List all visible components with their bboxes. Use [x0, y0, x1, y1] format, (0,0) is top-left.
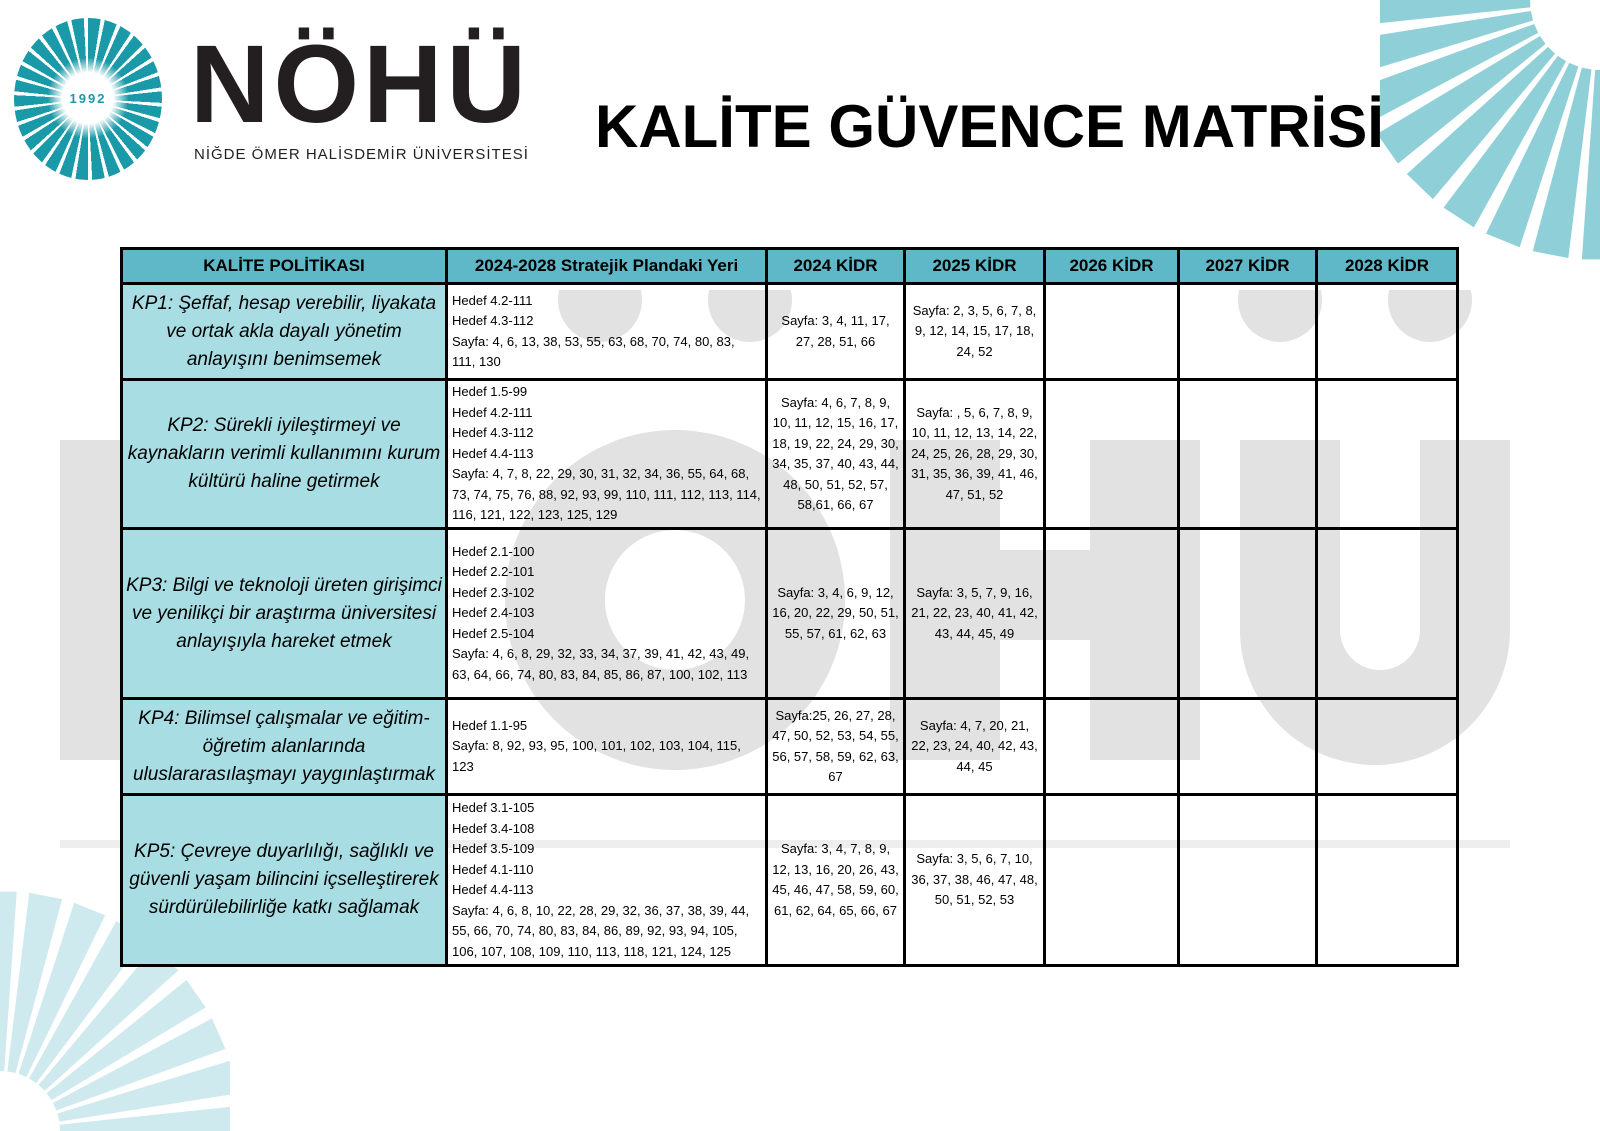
plan-reference: Hedef 2.3-102 [452, 584, 535, 600]
column-header: 2026 KİDR [1043, 247, 1180, 285]
page-title: KALİTE GÜVENCE MATRİSİ [595, 93, 1384, 160]
plan-reference: Sayfa: 8, 92, 93, 95, 100, 101, 102, 103… [452, 738, 741, 774]
plan-reference: Hedef 2.2-101 [452, 564, 535, 580]
kidr-2028-cell [1315, 697, 1459, 796]
ray [1532, 67, 1592, 259]
ray [1380, 23, 1539, 117]
plan-reference: Hedef 4.2-111 [452, 404, 533, 420]
table-row: KP4: Bilimsel çalışmalar ve eğitim-öğret… [120, 697, 1459, 796]
kidr-2024-cell: Sayfa:25, 26, 27, 28, 47, 50, 52, 53, 54… [765, 697, 906, 796]
kidr-2027-cell [1177, 793, 1318, 967]
kidr-2028-cell [1315, 527, 1459, 700]
plan-reference: Hedef 3.5-109 [452, 841, 535, 856]
plan-reference: Sayfa: 4, 6, 8, 10, 22, 28, 29, 32, 36, … [452, 902, 750, 959]
column-header: KALİTE POLİTİKASI [120, 247, 448, 285]
strategic-plan-cell: Hedef 1.5-99 Hedef 4.2-111 Hedef 4.3-112 He… [445, 378, 768, 530]
kidr-2024-cell: Sayfa: 4, 6, 7, 8, 9, 10, 11, 12, 15, 16… [765, 378, 906, 530]
policy-cell: KP2: Sürekli iyileştirmeyi ve kaynakları… [120, 378, 448, 530]
ray [1443, 55, 1567, 228]
logo-university-name: NİĞDE ÖMER HALİSDEMİR ÜNİVERSİTESİ [194, 146, 529, 163]
kidr-2024-cell: Sayfa: 3, 4, 11, 17, 27, 28, 51, 66 [765, 282, 906, 381]
kidr-2026-cell [1043, 697, 1180, 796]
column-header: 2024 KİDR [765, 247, 906, 285]
ray [1380, 36, 1546, 164]
ray [1406, 46, 1556, 200]
kidr-2026-cell [1043, 793, 1180, 967]
kidr-2024-cell: Sayfa: 3, 4, 6, 9, 12, 16, 20, 22, 29, 5… [765, 527, 906, 700]
ray [0, 891, 17, 1072]
kidr-2025-cell: Sayfa: , 5, 6, 7, 8, 9, 10, 11, 12, 13, … [903, 378, 1046, 530]
ray [52, 1018, 226, 1111]
kidr-2026-cell [1043, 282, 1180, 381]
ray [29, 921, 145, 1084]
plan-reference: Hedef 4.2-111 [452, 292, 533, 308]
policy-cell: KP3: Bilgi ve teknoloji üreten girişimci… [120, 527, 448, 700]
ray [7, 892, 63, 1074]
ray [59, 1106, 230, 1131]
kidr-2026-cell [1043, 378, 1180, 530]
plan-reference: Sayfa: 4, 6, 13, 38, 53, 55, 63, 68, 70,… [452, 333, 735, 370]
column-header: 2028 KİDR [1315, 247, 1459, 285]
plan-reference: Hedef 4.3-112 [452, 425, 534, 441]
table-row: KP2: Sürekli iyileştirmeyi ve kaynakları… [120, 378, 1459, 530]
ray [57, 1060, 230, 1122]
kidr-2025-cell: Sayfa: 3, 5, 6, 7, 10, 36, 37, 38, 46, 4… [903, 793, 1046, 967]
table-header-row: KALİTE POLİTİKASI 2024-2028 Stratejik Pla… [120, 247, 1459, 285]
plan-reference: Hedef 2.5-104 [452, 625, 535, 641]
table-row: KP3: Bilgi ve teknoloji üreten girişimci… [120, 527, 1459, 700]
kidr-2028-cell [1315, 793, 1459, 967]
plan-reference: Hedef 2.4-103 [452, 605, 535, 621]
ray [38, 947, 179, 1091]
kidr-2028-cell [1315, 282, 1459, 381]
plan-reference: Hedef 4.4-113 [452, 882, 534, 897]
kidr-2025-cell: Sayfa: 2, 3, 5, 6, 7, 8, 9, 12, 14, 15, … [903, 282, 1046, 381]
ray [1380, 10, 1534, 68]
plan-reference: Hedef 4.4-113 [452, 445, 534, 461]
plan-reference: Sayfa: 4, 6, 8, 29, 32, 33, 34, 37, 39, … [452, 646, 750, 682]
plan-reference: Hedef 4.3-112 [452, 313, 534, 328]
strategic-plan-cell: Hedef 1.1-95 Sayfa: 8, 92, 93, 95, 100, 1… [445, 697, 768, 796]
kidr-2027-cell [1177, 282, 1318, 381]
kidr-2027-cell [1177, 527, 1318, 700]
column-header: 2025 KİDR [903, 247, 1046, 285]
ray [1380, 0, 1531, 24]
plan-reference: Hedef 3.4-108 [452, 820, 535, 836]
table-row: KP5: Çevreye duyarlılığı, sağlıklı ve gü… [120, 793, 1459, 967]
column-header: 2027 KİDR [1177, 247, 1318, 285]
table-row: KP1: Şeffaf, hesap verebilir, liyakata v… [120, 282, 1459, 381]
decorative-rays-bottom-left [0, 891, 230, 1131]
kidr-2025-cell: Sayfa: 4, 7, 20, 21, 22, 23, 24, 40, 42,… [903, 697, 1046, 796]
kidr-2024-cell: Sayfa: 3, 4, 7, 8, 9, 12, 13, 16, 20, 26… [765, 793, 906, 967]
seal-year: 1992 [69, 91, 107, 106]
ray [18, 902, 106, 1078]
ray [46, 979, 206, 1101]
kidr-2027-cell [1177, 378, 1318, 530]
plan-reference: Hedef 2.1-100 [452, 543, 535, 559]
strategic-plan-cell: Hedef 2.1-100 Hedef 2.2-101 Hedef 2.3-102 H… [445, 527, 768, 700]
plan-reference: Sayfa: 4, 7, 8, 22, 29, 30, 31, 32, 34, … [452, 466, 761, 523]
policy-cell: KP1: Şeffaf, hesap verebilir, liyakata v… [120, 282, 448, 381]
policy-cell: KP4: Bilimsel çalışmalar ve eğitim-öğret… [120, 697, 448, 796]
kidr-2026-cell [1043, 527, 1180, 700]
kidr-2025-cell: Sayfa: 3, 5, 7, 9, 16, 21, 22, 23, 40, 4… [903, 527, 1046, 700]
university-seal-logo: 1992 [14, 18, 162, 180]
kidr-2028-cell [1315, 378, 1459, 530]
strategic-plan-cell: Hedef 3.1-105 Hedef 3.4-108 Hedef 3.5-109 H… [445, 793, 768, 967]
plan-reference: Hedef 4.1-110 [452, 861, 534, 877]
ray [1486, 62, 1579, 248]
logo-wordmark: NÖHÜ [190, 23, 530, 146]
ray [1581, 69, 1600, 260]
plan-reference: Hedef 1.5-99 [452, 384, 528, 400]
strategic-plan-cell: Hedef 4.2-111 Hedef 4.3-112 Sayfa: 4, 6, 1… [445, 282, 768, 381]
policy-cell: KP5: Çevreye duyarlılığı, sağlıklı ve gü… [120, 793, 448, 967]
kidr-2027-cell [1177, 697, 1318, 796]
quality-assurance-matrix-table: KALİTE POLİTİKASI 2024-2028 Stratejik Pla… [120, 247, 1459, 967]
column-header: 2024-2028 Stratejik Plandaki Yeri [445, 247, 768, 285]
plan-reference: Hedef 3.1-105 [452, 800, 535, 815]
plan-reference: Hedef 1.1-95 [452, 717, 528, 733]
decorative-rays-top-right [1380, 0, 1600, 260]
